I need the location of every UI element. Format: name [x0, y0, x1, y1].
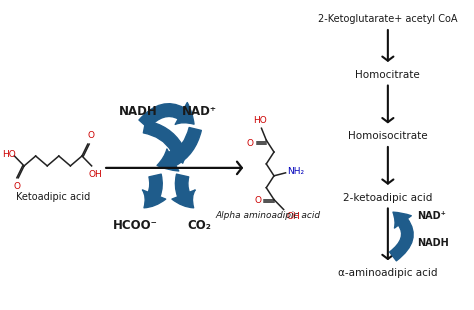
- Text: NADH: NADH: [118, 105, 157, 118]
- Text: 2-Ketoglutarate+ acetyl CoA: 2-Ketoglutarate+ acetyl CoA: [318, 14, 457, 24]
- Text: HCOO⁻: HCOO⁻: [113, 219, 157, 232]
- Text: 2-ketoadipic acid: 2-ketoadipic acid: [343, 193, 433, 203]
- Text: Homocitrate: Homocitrate: [356, 70, 420, 80]
- Text: O: O: [14, 182, 21, 191]
- Text: Homoisocitrate: Homoisocitrate: [348, 131, 428, 141]
- Text: HO: HO: [254, 116, 267, 125]
- Text: O: O: [247, 139, 254, 148]
- Text: O: O: [87, 131, 94, 140]
- Text: α-aminoadipic acid: α-aminoadipic acid: [338, 268, 438, 278]
- Text: OH: OH: [89, 170, 102, 179]
- Text: OH: OH: [287, 212, 301, 221]
- Text: Alpha aminoadipic acid: Alpha aminoadipic acid: [216, 211, 321, 220]
- Text: Ketoadipic acid: Ketoadipic acid: [16, 192, 90, 202]
- Text: NADH: NADH: [417, 238, 448, 248]
- Text: CO₂: CO₂: [188, 219, 211, 232]
- Text: NH₂: NH₂: [288, 167, 305, 176]
- Text: NAD⁺: NAD⁺: [182, 105, 217, 118]
- Text: HO: HO: [2, 149, 16, 158]
- Text: NAD⁺: NAD⁺: [417, 211, 446, 221]
- Text: O: O: [255, 196, 262, 205]
